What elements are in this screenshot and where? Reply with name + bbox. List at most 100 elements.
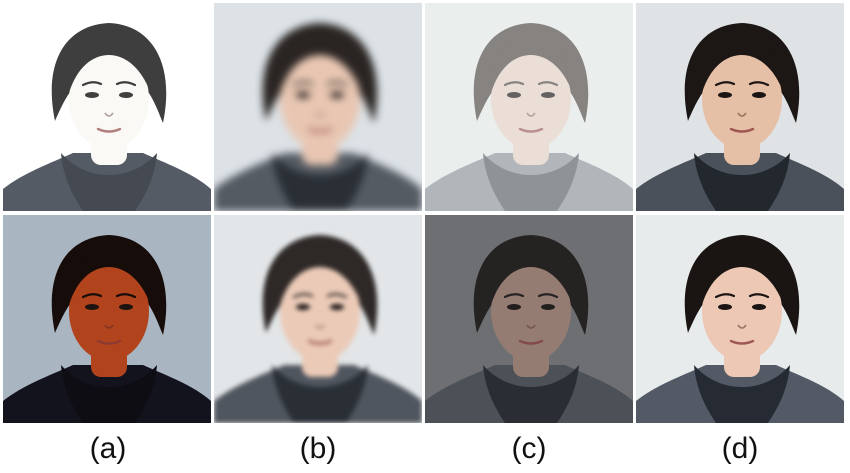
nose bbox=[737, 112, 747, 117]
nose bbox=[104, 112, 114, 117]
face bbox=[702, 261, 782, 361]
left-eyebrow bbox=[292, 293, 314, 299]
right-eye bbox=[752, 304, 766, 310]
right-eyebrow bbox=[115, 293, 137, 299]
left-eye bbox=[507, 92, 521, 98]
hood-collar bbox=[61, 365, 157, 423]
hood-collar bbox=[694, 153, 790, 211]
face bbox=[491, 49, 571, 149]
left-eye bbox=[296, 304, 310, 310]
left-eye bbox=[85, 92, 99, 98]
hair bbox=[51, 235, 167, 335]
hair bbox=[51, 23, 167, 123]
mouth bbox=[729, 339, 755, 345]
face-portrait bbox=[636, 3, 844, 211]
left-eyebrow bbox=[714, 81, 736, 87]
left-eyebrow bbox=[503, 293, 525, 299]
nose bbox=[104, 324, 114, 329]
warm-cast-overlay bbox=[3, 215, 211, 423]
face bbox=[280, 261, 360, 361]
hair-fringe bbox=[702, 249, 783, 305]
mouth bbox=[96, 339, 122, 345]
darkening-overlay bbox=[425, 215, 633, 423]
hood-collar bbox=[694, 365, 790, 423]
hood-collar bbox=[61, 153, 157, 211]
mouth bbox=[307, 127, 333, 133]
left-eye bbox=[507, 304, 521, 310]
hood-collar bbox=[483, 153, 579, 211]
left-eyebrow bbox=[81, 81, 103, 87]
left-eye bbox=[296, 92, 310, 98]
face-portrait bbox=[425, 3, 633, 211]
left-eyebrow bbox=[503, 81, 525, 87]
face-portrait bbox=[3, 3, 211, 211]
face bbox=[491, 261, 571, 361]
right-eye bbox=[119, 92, 133, 98]
mouth bbox=[518, 127, 544, 133]
right-eyebrow bbox=[748, 81, 770, 87]
photo-row1-d bbox=[636, 3, 844, 211]
panel-label-c: (c) bbox=[511, 432, 547, 465]
nose bbox=[315, 112, 325, 117]
left-eye bbox=[85, 304, 99, 310]
panel-label-d: (d) bbox=[721, 432, 759, 465]
left-eyebrow bbox=[292, 81, 314, 87]
photo-row1-c bbox=[425, 3, 633, 211]
face bbox=[702, 49, 782, 149]
panel-label-a: (a) bbox=[89, 432, 127, 465]
right-eyebrow bbox=[115, 81, 137, 87]
hair bbox=[473, 235, 589, 335]
photo-row1-b bbox=[214, 3, 422, 211]
nose bbox=[526, 112, 536, 117]
hair bbox=[684, 235, 800, 335]
left-eyebrow bbox=[81, 293, 103, 299]
right-eyebrow bbox=[326, 81, 348, 87]
face-portrait bbox=[214, 3, 422, 211]
hair-fringe bbox=[69, 37, 150, 93]
right-eye bbox=[541, 304, 555, 310]
face bbox=[69, 261, 149, 361]
face bbox=[69, 49, 149, 149]
left-eye bbox=[718, 92, 732, 98]
hood-collar bbox=[483, 365, 579, 423]
mouth bbox=[729, 127, 755, 133]
right-eyebrow bbox=[537, 293, 559, 299]
haze-overlay bbox=[425, 3, 633, 211]
mouth bbox=[96, 127, 122, 133]
left-eye bbox=[718, 304, 732, 310]
hood-collar bbox=[272, 153, 368, 211]
image-grid bbox=[3, 3, 845, 423]
hair bbox=[473, 23, 589, 123]
left-eyebrow bbox=[714, 293, 736, 299]
right-eyebrow bbox=[326, 293, 348, 299]
panel-label-b: (b) bbox=[299, 432, 337, 465]
right-eyebrow bbox=[748, 293, 770, 299]
face-portrait bbox=[425, 215, 633, 423]
photo-row1-a bbox=[3, 3, 211, 211]
face-portrait bbox=[3, 215, 211, 423]
nose bbox=[526, 324, 536, 329]
face bbox=[280, 49, 360, 149]
hood-collar bbox=[272, 365, 368, 423]
hair bbox=[262, 23, 378, 123]
right-eye bbox=[541, 92, 555, 98]
hair-fringe bbox=[491, 37, 572, 93]
photo-row2-a bbox=[3, 215, 211, 423]
hair-fringe bbox=[280, 249, 361, 305]
right-eye bbox=[119, 304, 133, 310]
nose bbox=[737, 324, 747, 329]
right-eye bbox=[330, 304, 344, 310]
right-eye bbox=[330, 92, 344, 98]
nose bbox=[315, 324, 325, 329]
photo-row2-d bbox=[636, 215, 844, 423]
face-portrait bbox=[636, 215, 844, 423]
photo-row2-b bbox=[214, 215, 422, 423]
overexposure-overlay bbox=[3, 3, 211, 211]
right-eyebrow bbox=[537, 81, 559, 87]
mouth bbox=[307, 339, 333, 345]
photo-row2-c bbox=[425, 215, 633, 423]
hair-fringe bbox=[69, 249, 150, 305]
mouth bbox=[518, 339, 544, 345]
hair bbox=[262, 235, 378, 335]
face-portrait bbox=[214, 215, 422, 423]
